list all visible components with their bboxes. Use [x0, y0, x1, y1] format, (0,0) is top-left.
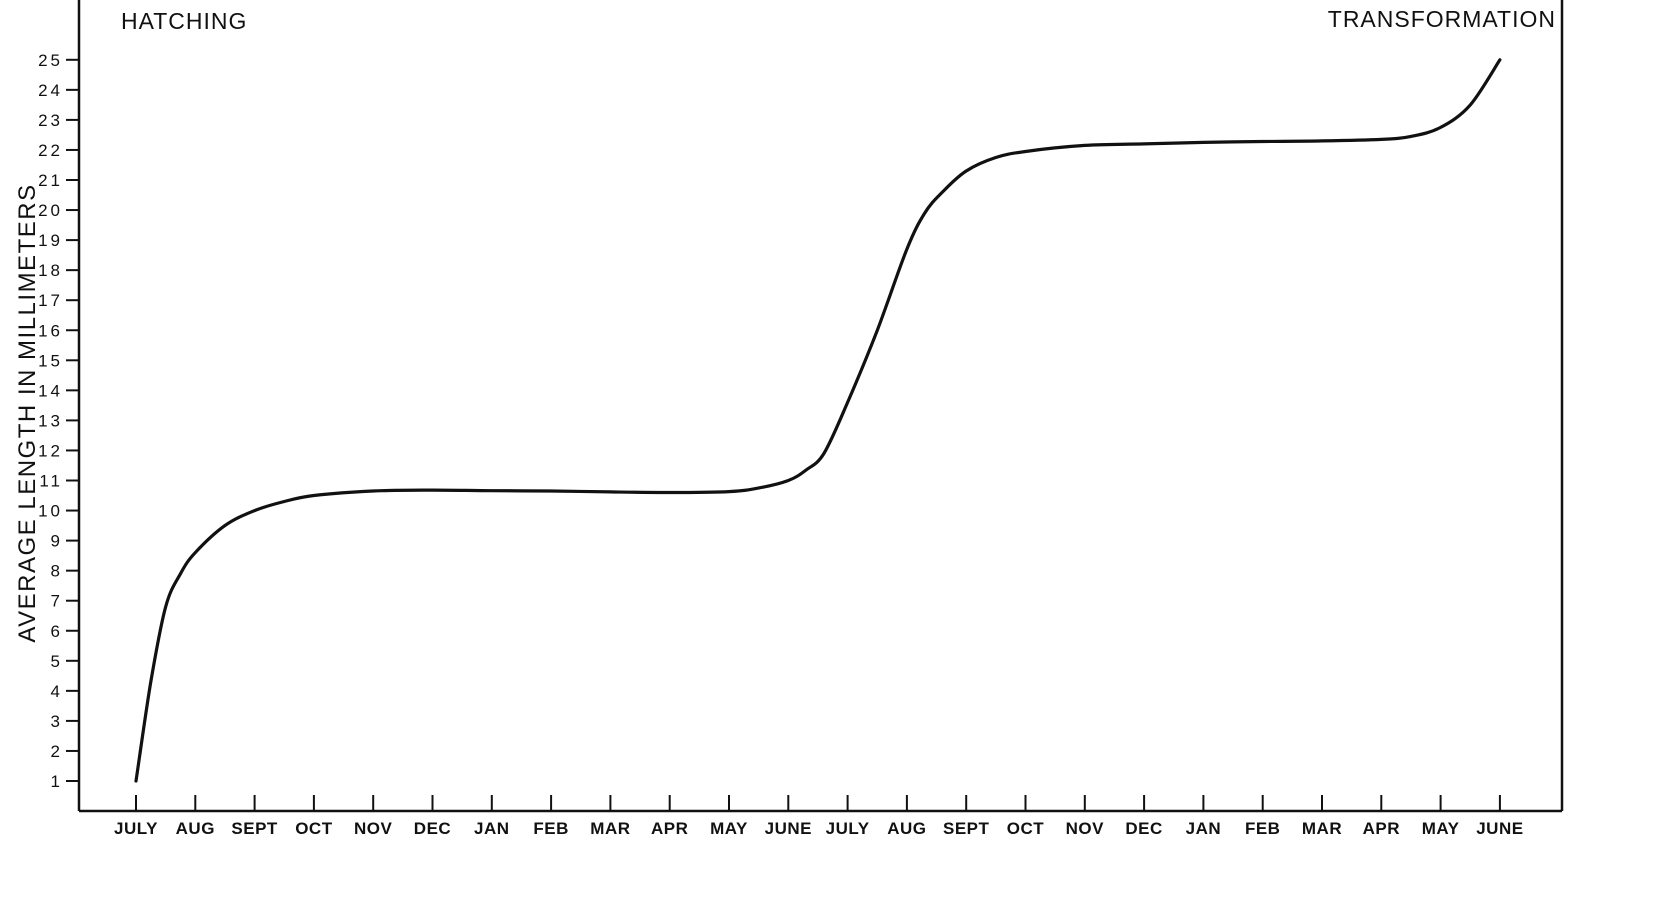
- x-tick-label: OCT: [295, 819, 333, 838]
- x-tick-label: MAY: [1422, 819, 1460, 838]
- x-tick-label: NOV: [1066, 819, 1105, 838]
- y-tick-label: 18: [38, 261, 63, 280]
- y-tick-label: 8: [51, 562, 63, 581]
- y-tick-label: 13: [38, 411, 63, 430]
- x-tick-label: SEPT: [231, 819, 278, 838]
- y-tick-label: 4: [51, 682, 63, 701]
- y-tick-label: 15: [38, 351, 63, 370]
- x-tick-label: OCT: [1007, 819, 1045, 838]
- x-tick-label: MAY: [710, 819, 748, 838]
- x-tick-label: APR: [1363, 819, 1400, 838]
- y-tick-label: 16: [38, 321, 63, 340]
- y-tick-label: 21: [38, 171, 63, 190]
- y-tick-label: 10: [38, 502, 63, 521]
- y-tick-label: 19: [38, 231, 63, 250]
- x-tick-label: APR: [651, 819, 688, 838]
- y-tick-label: 20: [38, 201, 63, 220]
- y-tick-label: 17: [38, 291, 63, 310]
- x-tick-label: JULY: [826, 819, 870, 838]
- x-tick-label: NOV: [354, 819, 393, 838]
- y-tick-label: 1: [51, 772, 63, 791]
- y-tick-label: 14: [38, 381, 63, 400]
- y-tick-label: 24: [38, 81, 63, 100]
- y-tick-label: 2: [51, 742, 63, 761]
- hatching-annotation: HATCHING: [121, 8, 247, 34]
- x-tick-label: AUG: [176, 819, 215, 838]
- y-tick-label: 12: [38, 441, 63, 460]
- y-tick-label: 25: [38, 51, 63, 70]
- x-tick-label: MAR: [1302, 819, 1342, 838]
- y-tick-label: 3: [51, 712, 63, 731]
- x-tick-label: JUNE: [1476, 819, 1523, 838]
- growth-curve: [134, 58, 1502, 783]
- x-tick-label: DEC: [414, 819, 451, 838]
- x-tick-label: JULY: [114, 819, 158, 838]
- x-tick-label: JAN: [474, 819, 510, 838]
- x-tick-label: JUNE: [765, 819, 812, 838]
- y-tick-label: 11: [39, 472, 63, 491]
- x-tick-label: JAN: [1186, 819, 1222, 838]
- y-tick-label: 7: [51, 592, 63, 611]
- transformation-annotation: TRANSFORMATION: [1328, 6, 1556, 32]
- y-tick-label: 9: [51, 532, 63, 551]
- y-tick-label: 22: [38, 141, 63, 160]
- x-tick-label: MAR: [590, 819, 630, 838]
- y-tick-label: 6: [51, 622, 63, 641]
- y-axis-title: AVERAGE LENGTH IN MILLIMETERS: [14, 183, 41, 642]
- x-tick-label: DEC: [1125, 819, 1162, 838]
- x-tick-label: SEPT: [943, 819, 990, 838]
- x-tick-label: FEB: [1245, 819, 1281, 838]
- x-tick-label: FEB: [533, 819, 569, 838]
- y-tick-label: 5: [51, 652, 63, 671]
- y-tick-label: 23: [38, 111, 63, 130]
- x-tick-label: AUG: [887, 819, 926, 838]
